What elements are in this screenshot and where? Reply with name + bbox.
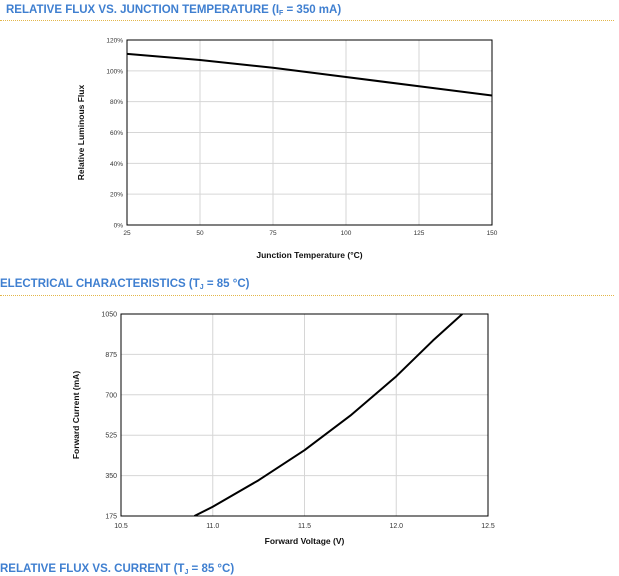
x-tick-label: 150 <box>487 230 498 237</box>
section-title-electrical-characteristics: ELECTRICAL CHARACTERISTICS (TJ = 85 °C) <box>0 278 250 291</box>
forward-current-vs-voltage-chart: 175 350 525 700 875 1050 10.5 11.0 11.5 12.0 12.5 F… <box>71 312 495 547</box>
y-tick-label: 100% <box>106 68 123 75</box>
section-divider <box>0 295 614 296</box>
section-title-text: RELATIVE FLUX VS. JUNCTION TEMPERATURE (… <box>6 4 280 16</box>
section-title-text: RELATIVE FLUX VS. CURRENT (T <box>0 563 185 575</box>
y-tick-label: 80% <box>110 99 123 106</box>
y-tick-label: 525 <box>105 433 117 440</box>
data-series-line <box>127 52 492 97</box>
y-tick-label: 350 <box>105 473 117 480</box>
y-axis-label: Forward Current (mA) <box>71 371 81 459</box>
x-tick-label: 125 <box>414 230 425 237</box>
section-title-tail: = 350 mA) <box>283 4 342 16</box>
y-tick-label: 40% <box>110 161 123 168</box>
section-title-tail: = 85 °C) <box>203 278 250 290</box>
y-tick-label: 1050 <box>101 312 117 319</box>
plot-frame <box>126 39 493 226</box>
y-tick-label: 120% <box>106 38 123 45</box>
section-title-tail: = 85 °C) <box>188 563 235 575</box>
section-title-relative-flux-vs-temperature: RELATIVE FLUX VS. JUNCTION TEMPERATURE (… <box>6 4 341 17</box>
x-tick-label: 12.0 <box>389 523 403 530</box>
x-tick-label: 11.5 <box>298 523 311 530</box>
x-tick-label: 11.0 <box>206 523 219 530</box>
y-tick-label: 875 <box>105 352 117 359</box>
x-tick-label: 25 <box>123 230 131 237</box>
x-tick-label: 12.5 <box>481 523 495 530</box>
y-tick-label: 700 <box>105 392 117 399</box>
y-tick-label: 60% <box>110 130 123 137</box>
x-axis-label: Junction Temperature (°C) <box>256 250 362 260</box>
plot-frame <box>120 313 489 517</box>
section-title-text: ELECTRICAL CHARACTERISTICS (T <box>0 278 200 290</box>
data-series-line <box>193 314 463 516</box>
x-axis-label: Forward Voltage (V) <box>265 536 345 546</box>
y-tick-label: 175 <box>105 514 117 521</box>
x-tick-label: 10.5 <box>114 523 128 530</box>
y-tick-label: 0% <box>114 223 124 230</box>
y-axis-label: Relative Luminous Flux <box>76 85 86 181</box>
relative-flux-vs-temperature-chart: 0% 20% 40% 60% 80% 100% 120% 25 50 75 100 125 150 Jun… <box>76 38 498 261</box>
x-tick-label: 50 <box>196 230 204 237</box>
x-tick-label: 100 <box>341 230 352 237</box>
section-divider <box>0 20 614 21</box>
x-tick-label: 75 <box>269 230 277 237</box>
y-tick-label: 20% <box>110 192 123 199</box>
section-title-subscript: F <box>279 10 284 17</box>
section-title-relative-flux-vs-current: RELATIVE FLUX VS. CURRENT (TJ = 85 °C) <box>0 563 234 576</box>
section-title-subscript: J <box>199 284 204 291</box>
